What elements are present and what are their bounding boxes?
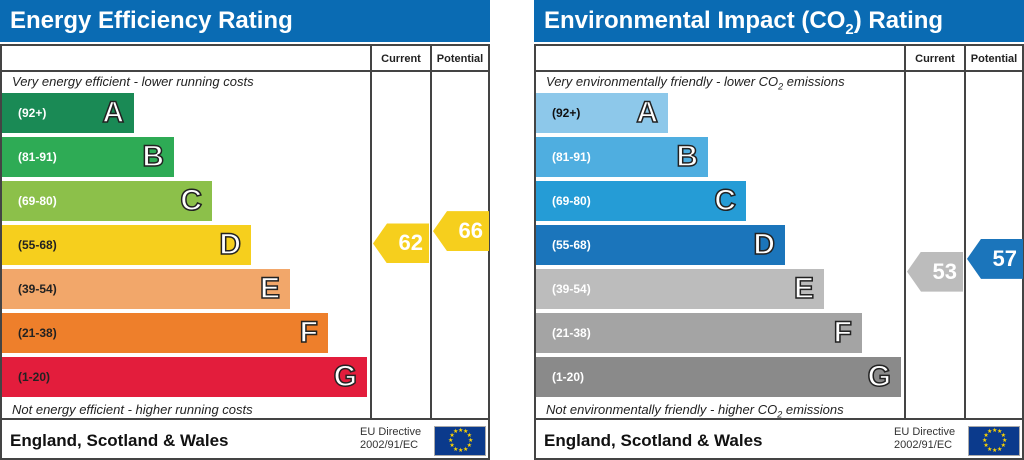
star-icon: ★	[992, 428, 998, 434]
star-icon: ★	[449, 443, 455, 449]
top-note: Very environmentally friendly - lower CO…	[546, 74, 845, 92]
band-range: (55-68)	[18, 238, 57, 252]
potential-column-header: Potential	[970, 53, 1018, 65]
current-rating-arrow: 62	[373, 223, 429, 264]
band-letter: F	[833, 315, 853, 350]
bottom-note: Not energy efficient - higher running co…	[12, 402, 253, 417]
star-icon: ★	[466, 443, 473, 449]
band-range: (81-91)	[552, 150, 591, 164]
star-icon: ★	[453, 429, 459, 436]
star-icon: ★	[458, 428, 464, 434]
star-icon: ★	[987, 446, 993, 453]
band-a: (92+) A	[536, 93, 668, 133]
star-icon: ★	[983, 433, 989, 439]
band-letter: G	[867, 359, 892, 394]
band-range: (39-54)	[552, 282, 591, 296]
current-column-header: Current	[915, 53, 955, 65]
band-range: (1-20)	[18, 370, 51, 384]
band-c: (69-80) C	[2, 181, 212, 221]
potential-rating-arrow: 66	[433, 211, 489, 252]
star-icon: ★	[448, 438, 454, 444]
chart-title: Energy Efficiency Rating	[0, 0, 490, 42]
chart-title: Environmental Impact (CO2) Rating	[534, 0, 1024, 42]
band-letter: G	[333, 359, 358, 394]
band-range: (55-68)	[552, 238, 591, 252]
band-e: (39-54) E	[536, 269, 824, 309]
star-icon: ★	[449, 433, 455, 439]
star-icon: ★	[997, 446, 1003, 453]
band-letter: E	[259, 271, 281, 306]
band-a: (92+) A	[2, 93, 134, 133]
eu-flag-icon: ★ ★ ★ ★ ★ ★ ★ ★ ★ ★ ★ ★	[434, 426, 486, 456]
energy-efficiency-chart: Energy Efficiency Rating Current Potenti…	[0, 0, 490, 460]
potential-column-header: Potential	[436, 53, 484, 65]
band-letter: E	[793, 271, 815, 306]
band-g: (1-20) G	[536, 357, 901, 397]
band-f: (21-38) F	[2, 313, 328, 353]
band-range: (92+)	[552, 106, 581, 120]
star-icon: ★	[1000, 433, 1007, 439]
band-b: (81-91) B	[2, 137, 174, 177]
rating-table: Current Potential Very environmentally f…	[534, 44, 1024, 460]
eu-directive: EU Directive 2002/91/EC	[894, 426, 956, 451]
band-letter: F	[299, 315, 319, 350]
region-label: England, Scotland & Wales	[544, 431, 763, 450]
band-range: (81-91)	[18, 150, 57, 164]
band-d: (55-68) D	[536, 225, 785, 265]
band-range: (39-54)	[18, 282, 57, 296]
star-icon: ★	[1000, 443, 1007, 449]
band-e: (39-54) E	[2, 269, 290, 309]
star-icon: ★	[983, 443, 989, 449]
band-b: (81-91) B	[536, 137, 708, 177]
star-icon: ★	[466, 433, 473, 439]
band-range: (21-38)	[552, 326, 591, 340]
band-range: (21-38)	[18, 326, 57, 340]
band-letter: B	[676, 139, 699, 174]
band-c: (69-80) C	[536, 181, 746, 221]
current-column-header: Current	[381, 53, 421, 65]
band-letter: C	[180, 183, 203, 218]
band-d: (55-68) D	[2, 225, 251, 265]
environmental-impact-chart: Environmental Impact (CO2) Rating Curren…	[534, 0, 1024, 460]
band-range: (1-20)	[552, 370, 585, 384]
top-note: Very energy efficient - lower running co…	[12, 74, 254, 89]
potential-rating-arrow: 57	[967, 238, 1023, 279]
star-icon: ★	[997, 429, 1003, 436]
band-range: (69-80)	[552, 194, 591, 208]
eu-directive: EU Directive 2002/91/EC	[360, 426, 422, 451]
eu-flag-icon: ★ ★ ★ ★ ★ ★ ★ ★ ★ ★ ★ ★	[968, 426, 1020, 456]
bottom-note: Not environmentally friendly - higher CO…	[546, 402, 844, 420]
band-letter: A	[102, 95, 125, 130]
star-icon: ★	[458, 448, 464, 454]
star-icon: ★	[463, 429, 469, 436]
band-letter: A	[636, 95, 659, 130]
star-icon: ★	[992, 448, 998, 454]
star-icon: ★	[453, 446, 459, 453]
star-icon: ★	[468, 438, 474, 444]
current-rating-arrow: 53	[907, 251, 963, 292]
rating-table: Current Potential Very energy efficient …	[0, 44, 490, 460]
band-f: (21-38) F	[536, 313, 862, 353]
band-g: (1-20) G	[2, 357, 367, 397]
band-letter: C	[714, 183, 737, 218]
region-label: England, Scotland & Wales	[10, 431, 229, 450]
band-range: (69-80)	[18, 194, 57, 208]
star-icon: ★	[1002, 438, 1008, 444]
star-icon: ★	[463, 446, 469, 453]
band-range: (92+)	[18, 106, 47, 120]
star-icon: ★	[987, 429, 993, 436]
band-letter: B	[142, 139, 165, 174]
band-letter: D	[753, 227, 776, 262]
band-letter: D	[219, 227, 242, 262]
star-icon: ★	[982, 438, 988, 444]
